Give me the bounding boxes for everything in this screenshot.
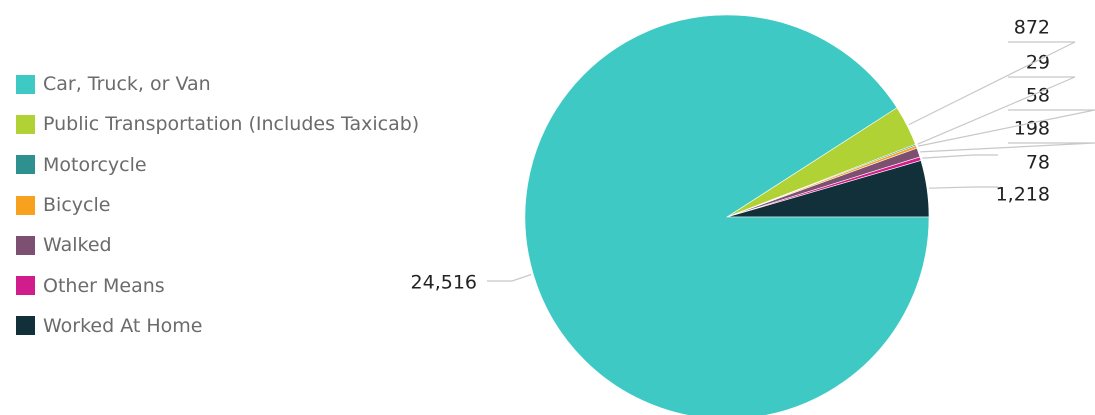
value-label-public-transportation-includes-taxicab: 872 — [1014, 17, 1050, 39]
legend-item-motorcycle[interactable]: Motorcycle — [16, 145, 419, 185]
legend-label: Walked — [43, 234, 112, 257]
legend-item-worked-at-home[interactable]: Worked At Home — [16, 306, 419, 346]
leader-line-motorcycle — [917, 76, 1076, 145]
legend-label: Other Means — [43, 274, 165, 297]
value-label-car-truck-or-van: 24,516 — [411, 272, 477, 294]
legend-item-bicycle[interactable]: Bicycle — [16, 185, 419, 225]
value-label-other-means: 78 — [1026, 152, 1050, 174]
leader-line-car-truck-or-van — [487, 273, 532, 282]
legend-item-public-transportation[interactable]: Public Transportation (Includes Taxicab) — [16, 104, 419, 144]
legend-swatch — [16, 195, 35, 215]
legend-swatch — [16, 235, 35, 255]
legend: Car, Truck, or Van Public Transportation… — [16, 64, 419, 346]
legend-item-other-means[interactable]: Other Means — [16, 265, 419, 305]
legend-swatch — [16, 155, 35, 175]
leader-line-public-transportation-includes-taxicab — [908, 41, 1076, 126]
leader-line-worked-at-home — [928, 186, 998, 189]
leader-line-walked — [920, 142, 1095, 153]
legend-item-car-truck-van[interactable]: Car, Truck, or Van — [16, 64, 419, 104]
legend-label: Bicycle — [43, 194, 111, 217]
legend-swatch — [16, 276, 35, 296]
leader-line-bicycle — [918, 109, 1095, 147]
legend-swatch — [16, 316, 35, 336]
legend-item-walked[interactable]: Walked — [16, 225, 419, 265]
legend-label: Car, Truck, or Van — [43, 73, 211, 96]
pie-slice-car-truck-or-van[interactable] — [524, 14, 930, 415]
legend-label: Motorcycle — [43, 153, 147, 176]
value-label-walked: 198 — [1014, 118, 1050, 140]
legend-swatch — [16, 74, 35, 94]
legend-swatch — [16, 114, 35, 134]
value-label-bicycle: 58 — [1026, 85, 1050, 107]
legend-label: Public Transportation (Includes Taxicab) — [43, 113, 420, 136]
value-label-motorcycle: 29 — [1026, 52, 1050, 74]
legend-label: Worked At Home — [43, 314, 203, 337]
leader-line-other-means — [922, 154, 998, 159]
value-label-worked-at-home: 1,218 — [996, 184, 1050, 206]
